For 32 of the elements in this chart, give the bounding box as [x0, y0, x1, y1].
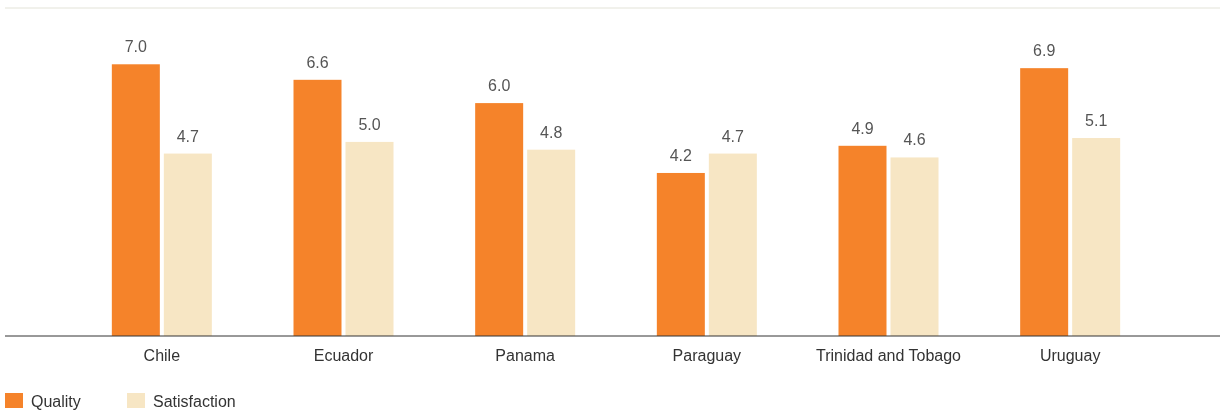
data-label: 6.9 — [1033, 42, 1056, 60]
legend-label: Satisfaction — [153, 393, 236, 410]
data-label: 6.6 — [306, 53, 329, 71]
data-label: 5.1 — [1085, 112, 1108, 130]
bar — [475, 103, 524, 336]
data-label: 4.6 — [903, 131, 926, 149]
data-label: 4.8 — [540, 123, 563, 141]
data-label: 6.0 — [488, 77, 511, 95]
data-label: 4.9 — [851, 119, 874, 137]
data-label: 7.0 — [124, 38, 148, 56]
x-tick-label: Chile — [143, 347, 181, 364]
bar — [890, 157, 939, 336]
x-tick-label: Trinidad and Tobago — [816, 347, 962, 364]
bar — [293, 79, 342, 336]
x-tick-label: Paraguay — [672, 347, 742, 364]
bar — [838, 145, 887, 336]
legend-label: Quality — [31, 393, 81, 410]
data-label: 5.0 — [358, 115, 381, 133]
bar — [345, 141, 394, 336]
bar — [1020, 68, 1069, 336]
x-tick-label: Uruguay — [1039, 347, 1101, 364]
bar — [708, 153, 757, 336]
bar — [1072, 138, 1121, 336]
bar — [163, 153, 212, 336]
bar — [656, 172, 705, 336]
data-label: 4.2 — [669, 146, 693, 164]
bar — [111, 64, 160, 336]
data-label: 4.7 — [176, 127, 200, 145]
bar — [527, 149, 576, 336]
x-tick-label: Ecuador — [313, 347, 374, 364]
data-label: 4.7 — [721, 127, 745, 145]
x-tick-label: Panama — [495, 347, 556, 364]
